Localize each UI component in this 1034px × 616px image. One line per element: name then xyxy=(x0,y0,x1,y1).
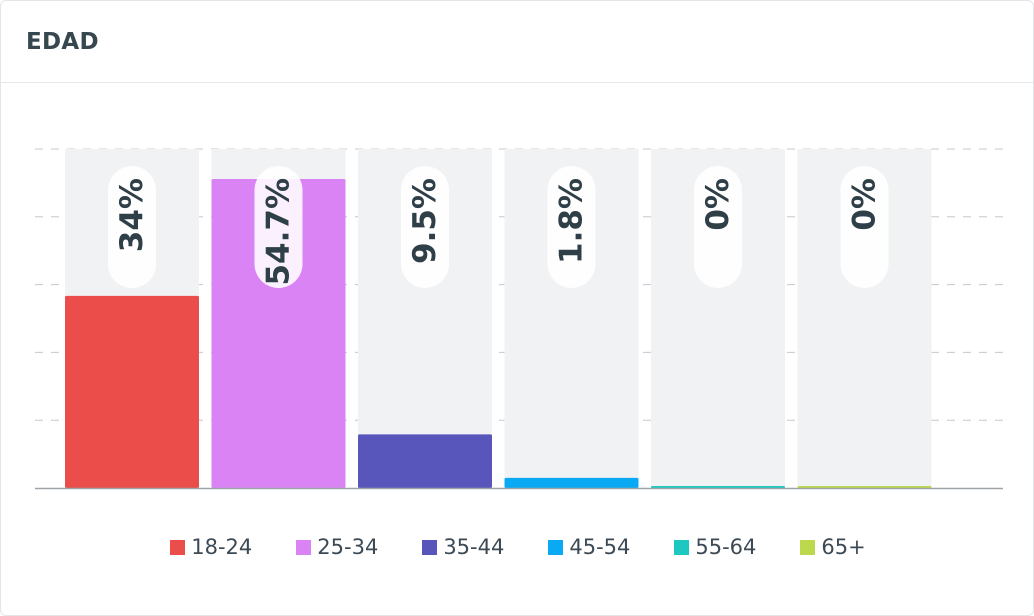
legend-label: 25-34 xyxy=(317,535,379,559)
bar[interactable] xyxy=(211,178,346,488)
bar-group-35-44: 9.5% xyxy=(358,149,492,488)
card-header: EDAD xyxy=(1,1,1033,83)
card-title: EDAD xyxy=(26,28,99,55)
data-label-pill xyxy=(401,166,449,288)
legend-item-55-64[interactable]: 55-64 xyxy=(674,535,756,559)
data-label-pill xyxy=(547,166,596,288)
bar[interactable] xyxy=(504,477,639,488)
legend-swatch xyxy=(422,539,438,555)
data-label-pill xyxy=(840,166,889,288)
legend-label: 18-24 xyxy=(191,535,253,559)
legend-label: 35-44 xyxy=(443,535,505,559)
legend-label: 55-64 xyxy=(695,535,757,559)
bar-group-45-54: 1.8% xyxy=(504,149,639,488)
bar-group-18-24: 34% xyxy=(65,149,199,488)
bar[interactable] xyxy=(651,486,785,488)
chart-legend: 18-24 25-34 35-44 45-54 55-64 65+ xyxy=(1,529,1033,565)
legend-swatch xyxy=(548,539,564,555)
data-label: 0% xyxy=(700,178,736,231)
data-label-pill xyxy=(108,166,156,288)
legend-item-65+[interactable]: 65+ xyxy=(800,535,866,559)
legend-label: 65+ xyxy=(821,535,866,559)
age-bar-chart: 34% 54.7% 9.5% 1.8% 0% 0% xyxy=(35,148,1003,490)
data-label: 54.7% xyxy=(261,178,297,286)
legend-swatch xyxy=(170,539,186,555)
legend-item-35-44[interactable]: 35-44 xyxy=(422,535,504,559)
legend-item-25-34[interactable]: 25-34 xyxy=(296,535,378,559)
legend-item-45-54[interactable]: 45-54 xyxy=(548,535,630,559)
legend-swatch xyxy=(800,539,816,555)
legend-label: 45-54 xyxy=(569,535,631,559)
bar[interactable] xyxy=(65,295,199,488)
data-label: 9.5% xyxy=(407,178,443,264)
data-label: 1.8% xyxy=(554,178,590,264)
bar[interactable] xyxy=(797,486,932,488)
legend-swatch xyxy=(296,539,312,555)
data-label: 0% xyxy=(847,178,883,231)
data-label: 34% xyxy=(114,178,150,252)
bar-group-65+: 0% xyxy=(797,149,932,488)
bar[interactable] xyxy=(358,434,492,488)
data-label-pill xyxy=(254,166,303,288)
data-label-pill xyxy=(694,166,742,288)
bar-group-25-34: 54.7% xyxy=(211,149,346,488)
legend-item-18-24[interactable]: 18-24 xyxy=(170,535,252,559)
legend-swatch xyxy=(674,539,690,555)
bar-group-55-64: 0% xyxy=(651,149,785,488)
